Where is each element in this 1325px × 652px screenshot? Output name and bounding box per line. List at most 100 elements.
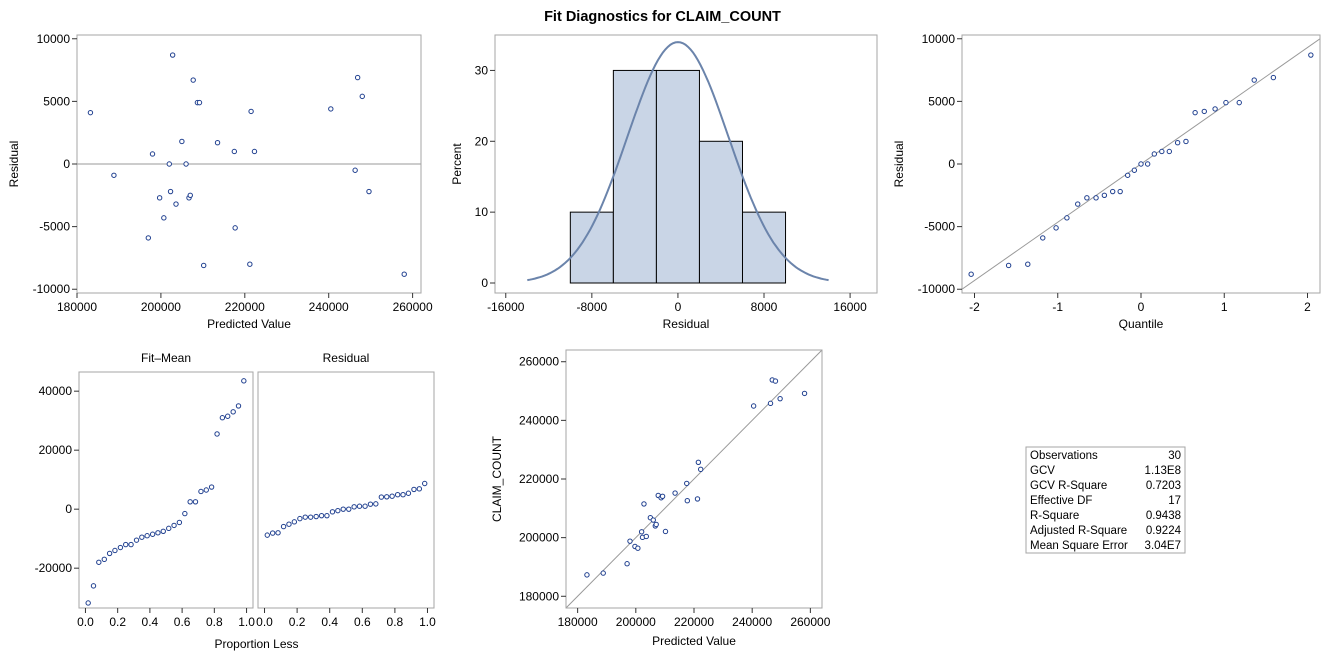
- x-tick-label: 0.2: [109, 615, 126, 629]
- x-tick-label: 0.2: [289, 615, 306, 629]
- data-point: [232, 225, 238, 231]
- data-point: [635, 545, 641, 551]
- data-point: [801, 390, 808, 397]
- data-point: [1144, 161, 1151, 167]
- stat-label: Effective DF: [1030, 495, 1092, 507]
- data-point: [416, 486, 423, 492]
- x-tick-label: 0.0: [77, 615, 94, 629]
- data-point: [324, 512, 330, 519]
- data-point: [173, 201, 179, 207]
- data-point: [187, 192, 193, 199]
- x-tick-label: 0.4: [321, 615, 338, 629]
- x-tick-label: 180000: [558, 615, 598, 629]
- data-point: [248, 108, 254, 115]
- data-point: [329, 509, 336, 515]
- data-point: [156, 195, 163, 201]
- data-point: [1159, 148, 1165, 155]
- data-point: [1101, 192, 1108, 199]
- y-tick-label: 260000: [519, 355, 559, 369]
- data-point: [182, 510, 188, 517]
- data-point: [624, 561, 630, 567]
- y-tick-label: -5000: [39, 220, 70, 234]
- stat-label: Mean Square Error: [1030, 540, 1128, 552]
- x-tick-label: 260000: [790, 615, 830, 629]
- data-point: [85, 600, 91, 606]
- data-point: [179, 138, 185, 145]
- x-tick-label: 180000: [57, 300, 97, 314]
- data-point: [684, 497, 691, 504]
- y-axis-label: Residual: [7, 141, 21, 188]
- data-point: [1192, 109, 1198, 116]
- data-point: [297, 515, 303, 522]
- y-tick-label: 30: [475, 63, 489, 77]
- data-point: [389, 493, 395, 499]
- data-point: [1138, 161, 1144, 167]
- data-point: [394, 492, 401, 498]
- y-tick-label: 220000: [519, 472, 559, 486]
- data-point: [584, 572, 590, 578]
- data-point: [167, 188, 174, 195]
- y-tick-label: 200000: [519, 531, 559, 545]
- data-point: [214, 140, 221, 146]
- data-point: [672, 490, 678, 496]
- data-point: [128, 541, 134, 548]
- data-point: [286, 521, 292, 527]
- data-point: [90, 583, 97, 589]
- x-tick-label: 0.4: [142, 615, 159, 629]
- data-point: [302, 514, 308, 520]
- x-tick-label: 0: [1138, 300, 1145, 314]
- figure-title: Fit Diagnostics for CLAIM_COUNT: [544, 9, 781, 25]
- data-point: [1124, 172, 1131, 178]
- data-point: [247, 261, 253, 267]
- data-point: [230, 409, 236, 415]
- data-point: [1075, 201, 1081, 207]
- data-point: [750, 403, 757, 409]
- data-point: [144, 533, 150, 539]
- data-point: [1308, 52, 1314, 58]
- data-point: [214, 431, 220, 437]
- data-point: [356, 503, 363, 509]
- data-point: [161, 215, 167, 221]
- stat-value: 0.9224: [1146, 525, 1182, 537]
- x-tick-label: 240000: [309, 300, 349, 314]
- data-point: [200, 262, 207, 269]
- data-point: [145, 235, 152, 241]
- data-point: [400, 492, 406, 498]
- y-tick-label: 20000: [39, 443, 73, 457]
- data-point: [643, 533, 649, 540]
- data-point: [335, 507, 341, 514]
- data-point: [219, 415, 226, 421]
- data-point: [313, 513, 319, 520]
- x-tick-label: 220000: [674, 615, 714, 629]
- data-point: [1212, 106, 1218, 112]
- fit-statistics-table: Observations 30 GCV 1.13E8 GCV R-Square 0.720…: [1025, 446, 1186, 554]
- data-point: [1166, 148, 1173, 155]
- x-tick-label: 200000: [616, 615, 656, 629]
- residual-qq-plot: -2 -1 0 1 2 Quantile -10000 -5000 0 5000 10000 Resi…: [892, 32, 1321, 331]
- y-tick-label: 10000: [922, 32, 956, 46]
- data-point: [767, 400, 774, 407]
- data-point: [1117, 188, 1123, 195]
- y-tick-label: 40000: [39, 384, 73, 398]
- x-tick-label: 0.0: [256, 615, 273, 629]
- data-point: [777, 395, 783, 402]
- data-point: [1270, 74, 1277, 81]
- data-point: [208, 484, 215, 490]
- stat-value: 0.9438: [1146, 510, 1181, 522]
- x-tick-label: 240000: [732, 615, 772, 629]
- data-point: [1151, 151, 1158, 157]
- data-point: [187, 499, 193, 505]
- data-point: [1183, 138, 1189, 145]
- data-point: [373, 501, 379, 507]
- data-point: [1064, 215, 1070, 221]
- residual-vs-predicted-plot: 180000 200000 220000 240000 260000 Predicted …: [7, 32, 433, 331]
- stat-value: 17: [1168, 495, 1181, 507]
- x-tick-label: -8000: [576, 300, 607, 314]
- identity-reference-line: [566, 350, 822, 608]
- data-point: [160, 528, 166, 534]
- panel-header: Residual: [323, 351, 370, 365]
- data-point: [1201, 108, 1207, 115]
- x-tick-label: 0.6: [174, 615, 191, 629]
- data-point: [291, 519, 298, 525]
